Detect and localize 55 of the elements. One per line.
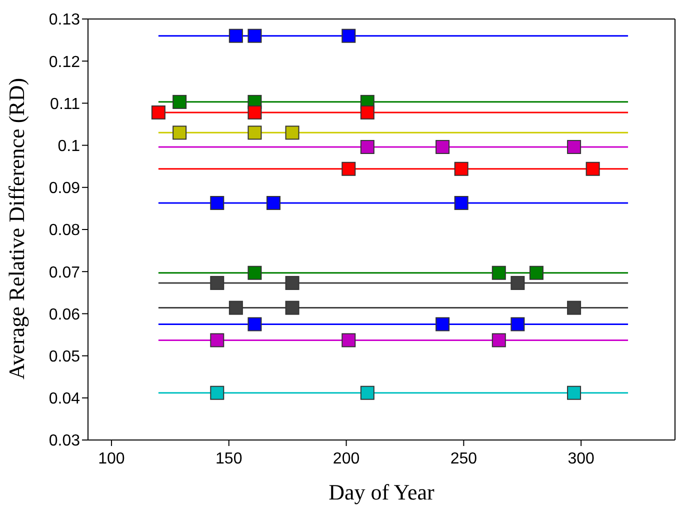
point [172,94,187,109]
point [172,126,187,140]
point [151,105,166,120]
point [567,386,582,400]
point [454,196,468,210]
point [342,333,356,348]
point [228,300,243,315]
point [436,140,450,154]
point [248,266,262,280]
point [210,276,224,290]
point [492,266,506,280]
y-tick-label: 0.12 [48,54,80,71]
point [228,28,243,43]
point [360,140,374,154]
point [285,276,300,290]
y-tick-label: 0.13 [48,12,80,29]
point [492,333,506,348]
point [266,196,280,210]
y-tick-label: 0.06 [48,306,80,324]
point [567,300,582,315]
point [360,386,374,400]
y-tick-label: 0.08 [48,222,80,240]
point [248,105,262,120]
point [567,140,582,154]
point [454,162,468,176]
y-tick-label: 0.05 [48,348,80,366]
point [285,300,300,315]
y-axis-title: Average Relative Difference (RD) [4,78,29,380]
y-tick-label: 0.09 [48,180,80,198]
point [510,276,525,290]
point [529,266,544,280]
x-axis-title: Day of Year [328,480,436,505]
point [210,196,224,210]
y-tick-label: 0.1 [58,138,80,155]
x-tick-label: 200 [332,450,360,468]
point [342,28,356,43]
y-tick-label: 0.07 [48,264,80,282]
point [360,105,374,120]
y-tick-label: 0.03 [48,432,80,450]
x-tick-label: 100 [98,450,125,468]
x-tick-label: 150 [216,450,242,468]
point [248,126,262,140]
point [510,317,525,332]
y-tick-label: 0.04 [48,390,80,408]
point [248,317,262,332]
point [586,162,600,176]
x-tick-label: 250 [450,450,478,468]
point [342,162,356,176]
point [285,126,300,140]
y-tick-label: 0.11 [50,96,80,113]
x-tick-label: 300 [568,450,595,468]
point [436,317,450,332]
point [210,333,224,348]
point [210,386,224,400]
point [248,28,262,43]
